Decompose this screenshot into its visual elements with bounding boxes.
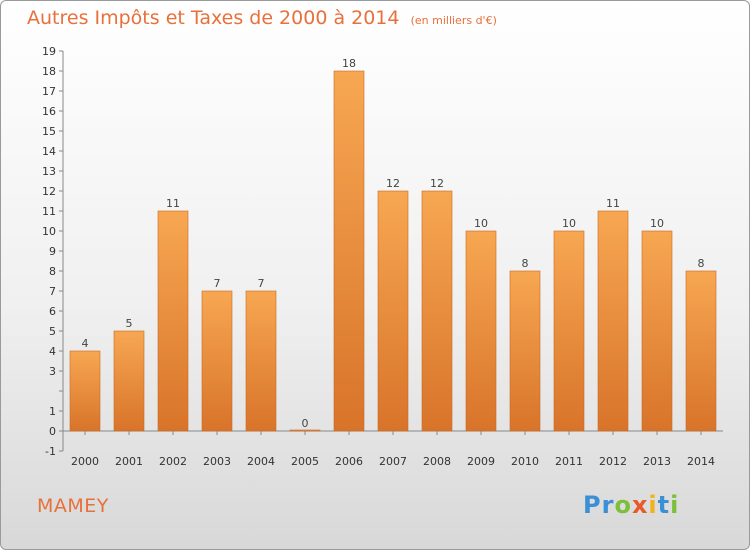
proxiti-logo[interactable]: Proxiti <box>583 491 679 519</box>
data-label-2002: 11 <box>166 197 180 210</box>
data-label-2013: 10 <box>650 217 664 230</box>
data-label-2011: 10 <box>562 217 576 230</box>
data-label-2005: 0 <box>302 417 309 430</box>
y-tick-label: -1 <box>45 445 56 458</box>
y-tick-label: 16 <box>42 105 56 118</box>
bar-2007 <box>377 190 409 432</box>
bar-2006 <box>333 70 365 432</box>
data-label-2010: 8 <box>522 257 529 270</box>
bar-2009 <box>465 230 497 432</box>
x-tick-label: 2007 <box>379 455 407 468</box>
logo-letter: i <box>670 491 680 519</box>
x-tick-label: 2004 <box>247 455 275 468</box>
x-tick-label: 2006 <box>335 455 363 468</box>
y-tick-label: 13 <box>42 165 56 178</box>
x-tick-label: 2002 <box>159 455 187 468</box>
x-tick-label: 2013 <box>643 455 671 468</box>
chart-subtitle: (en milliers d'€) <box>410 14 497 27</box>
y-tick-label: 8 <box>49 265 56 278</box>
logo-letter: P <box>583 491 602 519</box>
logo-letter: x <box>631 491 649 519</box>
logo-letter: o <box>614 491 632 519</box>
bar-2010 <box>509 270 541 432</box>
data-label-2000: 4 <box>82 337 89 350</box>
y-tick-label: 14 <box>42 145 56 158</box>
bar-2001 <box>113 330 145 432</box>
bar-2008 <box>421 190 453 432</box>
data-label-2004: 7 <box>258 277 265 290</box>
x-tick-label: 2012 <box>599 455 627 468</box>
bar-2003 <box>201 290 233 432</box>
y-tick-label: 11 <box>42 205 56 218</box>
bars <box>69 70 717 432</box>
bar-2004 <box>245 290 277 432</box>
data-label-2007: 12 <box>386 177 400 190</box>
y-tick-label: 15 <box>42 125 56 138</box>
y-tick-label: 0 <box>49 425 56 438</box>
x-tick-label: 2014 <box>687 455 715 468</box>
data-label-2012: 11 <box>606 197 620 210</box>
commune-name: MAMEY <box>37 495 109 517</box>
y-tick-label: 1 <box>49 405 56 418</box>
x-tick-label: 2005 <box>291 455 319 468</box>
bar-2012 <box>597 210 629 432</box>
y-tick-label: 12 <box>42 185 56 198</box>
x-tick-label: 2009 <box>467 455 495 468</box>
data-label-2009: 10 <box>474 217 488 230</box>
logo-letter: t <box>657 491 671 519</box>
bar-2002 <box>157 210 189 432</box>
bar-2000 <box>69 350 101 432</box>
data-labels: 4 5 11 7 7 0 18 12 12 10 8 10 11 10 8 <box>82 57 705 430</box>
y-tick-label: 3 <box>49 365 56 378</box>
data-label-2001: 5 <box>126 317 133 330</box>
bar-2011 <box>553 230 585 432</box>
y-tick-label: 10 <box>42 225 56 238</box>
y-tick-label: 18 <box>42 65 56 78</box>
data-label-2003: 7 <box>214 277 221 290</box>
y-tick-label: 7 <box>49 285 56 298</box>
y-tick-label: 17 <box>42 85 56 98</box>
y-tick-label: 19 <box>42 45 56 58</box>
chart-title-block: Autres Impôts et Taxes de 2000 à 2014 (e… <box>27 7 497 29</box>
x-tick-label: 2001 <box>115 455 143 468</box>
bar-2013 <box>641 230 673 432</box>
data-label-2008: 12 <box>430 177 444 190</box>
x-tick-label: 2010 <box>511 455 539 468</box>
logo-letter: i <box>648 491 658 519</box>
data-label-2006: 18 <box>342 57 356 70</box>
x-tick-label: 2003 <box>203 455 231 468</box>
bar-2005 <box>289 429 321 432</box>
data-label-2014: 8 <box>698 257 705 270</box>
y-tick-label: 4 <box>49 345 56 358</box>
logo-letter: r <box>601 491 615 519</box>
x-tick-label: 2011 <box>555 455 583 468</box>
bar-2014 <box>685 270 717 432</box>
y-tick-label: 9 <box>49 245 56 258</box>
y-tick-label: 5 <box>49 325 56 338</box>
x-tick-label: 2008 <box>423 455 451 468</box>
y-tick-label: 6 <box>49 305 56 318</box>
x-tick-label: 2000 <box>71 455 99 468</box>
chart-title: Autres Impôts et Taxes de 2000 à 2014 <box>27 7 400 29</box>
